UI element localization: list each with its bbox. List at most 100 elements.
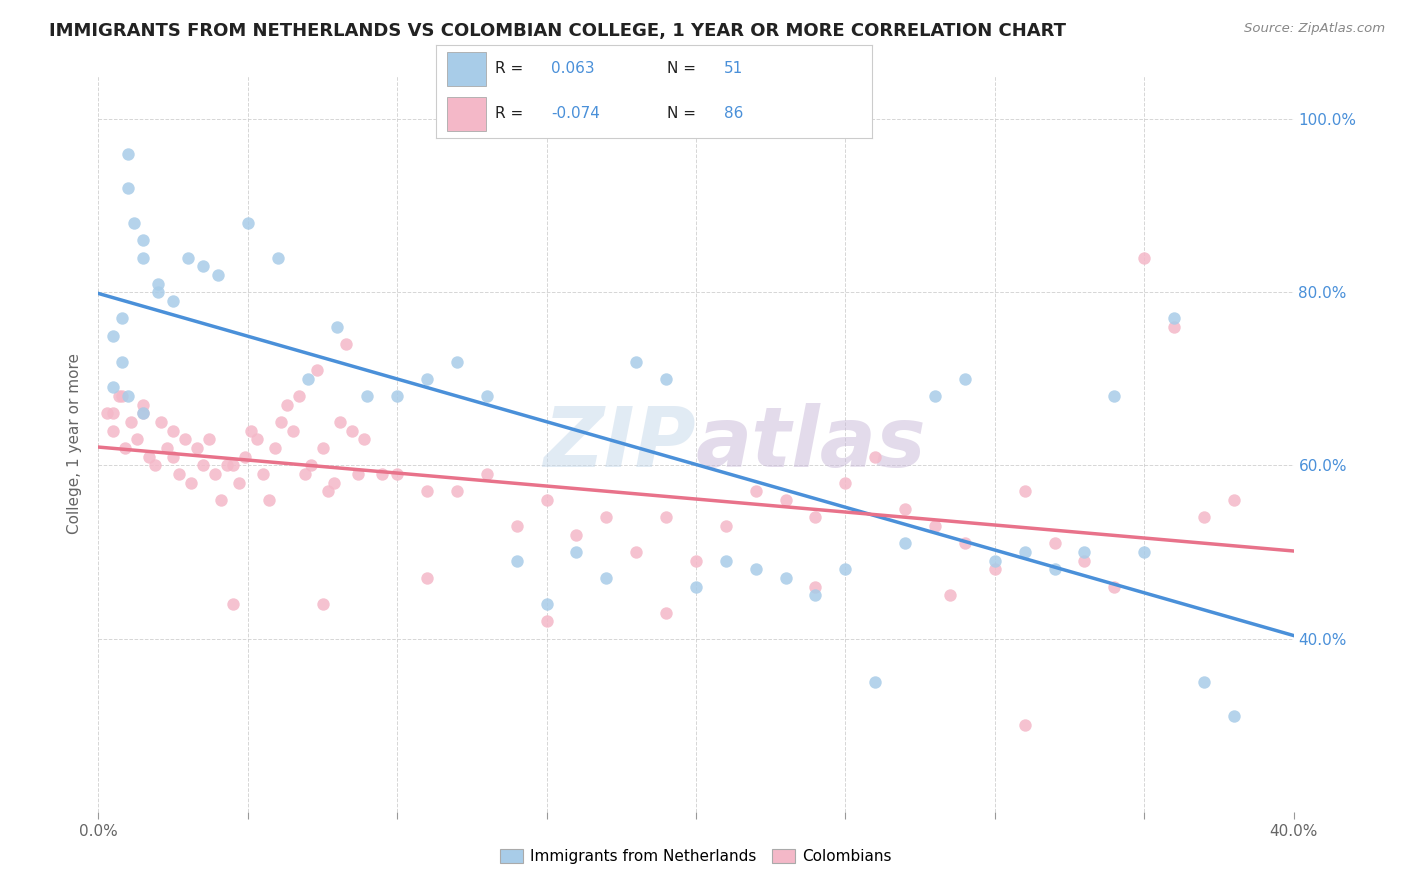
Point — [924, 519, 946, 533]
Point — [834, 475, 856, 490]
Point — [156, 441, 179, 455]
Point — [329, 415, 352, 429]
Point — [162, 293, 184, 308]
Point — [318, 484, 340, 499]
Point — [924, 389, 946, 403]
Point — [239, 424, 262, 438]
Point — [506, 519, 529, 533]
Point — [323, 475, 346, 490]
Point — [150, 415, 173, 429]
Point — [204, 467, 226, 481]
Text: R =: R = — [495, 61, 527, 76]
Point — [804, 580, 827, 594]
Point — [371, 467, 394, 481]
Point — [1014, 484, 1036, 499]
Text: -0.074: -0.074 — [551, 106, 600, 121]
Point — [953, 372, 976, 386]
Point — [267, 251, 290, 265]
Point — [1014, 718, 1036, 732]
Point — [953, 536, 976, 550]
Point — [536, 493, 558, 508]
Point — [180, 475, 202, 490]
Point — [311, 441, 333, 455]
Point — [281, 424, 304, 438]
Point — [446, 484, 468, 499]
Text: 51: 51 — [724, 61, 742, 76]
Point — [215, 458, 238, 473]
Point — [416, 484, 439, 499]
Text: N =: N = — [666, 61, 700, 76]
Point — [939, 588, 962, 602]
Point — [416, 571, 439, 585]
Point — [446, 354, 468, 368]
Point — [148, 277, 170, 291]
Point — [1163, 319, 1185, 334]
Point — [270, 415, 292, 429]
Point — [198, 433, 221, 447]
Point — [117, 146, 139, 161]
Point — [287, 389, 309, 403]
Point — [124, 216, 146, 230]
Text: Source: ZipAtlas.com: Source: ZipAtlas.com — [1244, 22, 1385, 36]
Point — [299, 458, 322, 473]
Point — [385, 389, 409, 403]
Point — [174, 433, 197, 447]
Point — [1133, 251, 1156, 265]
Point — [209, 493, 232, 508]
Point — [297, 372, 319, 386]
Point — [96, 407, 118, 421]
Point — [894, 501, 917, 516]
Point — [207, 268, 229, 282]
Point — [1043, 562, 1066, 576]
Point — [565, 545, 588, 559]
Point — [984, 562, 1007, 576]
Text: IMMIGRANTS FROM NETHERLANDS VS COLOMBIAN COLLEGE, 1 YEAR OR MORE CORRELATION CHA: IMMIGRANTS FROM NETHERLANDS VS COLOMBIAN… — [49, 22, 1066, 40]
Point — [120, 415, 142, 429]
FancyBboxPatch shape — [447, 52, 486, 86]
Legend: Immigrants from Netherlands, Colombians: Immigrants from Netherlands, Colombians — [494, 843, 898, 871]
Point — [1192, 674, 1215, 689]
Point — [347, 467, 370, 481]
Point — [1073, 554, 1095, 568]
Point — [865, 674, 887, 689]
Point — [143, 458, 166, 473]
Point — [111, 354, 134, 368]
Point — [775, 571, 797, 585]
Point — [335, 337, 357, 351]
Point — [714, 519, 737, 533]
Point — [222, 458, 245, 473]
Point — [745, 562, 768, 576]
Point — [246, 433, 269, 447]
Point — [167, 467, 190, 481]
Point — [117, 181, 139, 195]
Point — [186, 441, 208, 455]
Point — [775, 493, 797, 508]
Point — [984, 554, 1007, 568]
Point — [233, 450, 256, 464]
Point — [252, 467, 274, 481]
Point — [1043, 536, 1066, 550]
Point — [111, 389, 134, 403]
Point — [356, 389, 378, 403]
Point — [804, 510, 827, 524]
Point — [222, 597, 245, 611]
Point — [416, 372, 439, 386]
Point — [1104, 580, 1126, 594]
Point — [685, 554, 707, 568]
Text: N =: N = — [666, 106, 700, 121]
Point — [655, 510, 678, 524]
Point — [536, 614, 558, 628]
Text: 86: 86 — [724, 106, 742, 121]
Point — [132, 407, 155, 421]
Point — [834, 562, 856, 576]
Point — [117, 389, 139, 403]
Point — [294, 467, 316, 481]
Point — [191, 260, 214, 274]
Point — [894, 536, 917, 550]
Point — [228, 475, 250, 490]
Point — [342, 424, 364, 438]
Point — [1163, 311, 1185, 326]
Point — [138, 450, 160, 464]
Text: R =: R = — [495, 106, 527, 121]
Text: 0.063: 0.063 — [551, 61, 595, 76]
